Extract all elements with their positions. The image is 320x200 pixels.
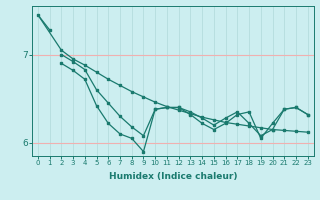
X-axis label: Humidex (Indice chaleur): Humidex (Indice chaleur) <box>108 172 237 181</box>
